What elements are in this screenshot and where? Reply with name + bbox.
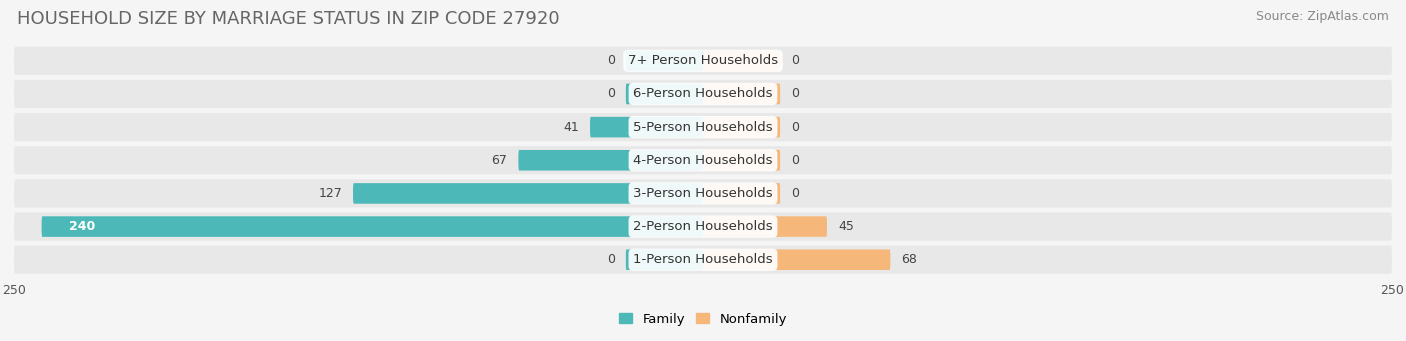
Text: 0: 0: [607, 87, 614, 101]
Text: 6-Person Households: 6-Person Households: [633, 87, 773, 101]
Text: 0: 0: [607, 253, 614, 266]
FancyBboxPatch shape: [353, 183, 703, 204]
FancyBboxPatch shape: [703, 150, 780, 170]
FancyBboxPatch shape: [14, 80, 1392, 108]
FancyBboxPatch shape: [14, 212, 1392, 241]
Text: 1-Person Households: 1-Person Households: [633, 253, 773, 266]
Text: 7+ Person Households: 7+ Person Households: [628, 54, 778, 67]
FancyBboxPatch shape: [626, 50, 703, 71]
Text: 4-Person Households: 4-Person Households: [633, 154, 773, 167]
Text: 240: 240: [69, 220, 96, 233]
FancyBboxPatch shape: [626, 84, 703, 104]
FancyBboxPatch shape: [14, 146, 1392, 174]
FancyBboxPatch shape: [703, 250, 890, 270]
Text: 67: 67: [492, 154, 508, 167]
FancyBboxPatch shape: [519, 150, 703, 170]
Text: 2-Person Households: 2-Person Households: [633, 220, 773, 233]
FancyBboxPatch shape: [14, 113, 1392, 141]
FancyBboxPatch shape: [42, 216, 703, 237]
Text: HOUSEHOLD SIZE BY MARRIAGE STATUS IN ZIP CODE 27920: HOUSEHOLD SIZE BY MARRIAGE STATUS IN ZIP…: [17, 10, 560, 28]
Text: 0: 0: [792, 54, 799, 67]
Text: 127: 127: [318, 187, 342, 200]
FancyBboxPatch shape: [14, 47, 1392, 75]
Text: 41: 41: [564, 121, 579, 134]
FancyBboxPatch shape: [14, 179, 1392, 208]
FancyBboxPatch shape: [703, 50, 780, 71]
FancyBboxPatch shape: [626, 250, 703, 270]
FancyBboxPatch shape: [703, 117, 780, 137]
FancyBboxPatch shape: [703, 216, 827, 237]
FancyBboxPatch shape: [703, 183, 780, 204]
Text: 0: 0: [792, 187, 799, 200]
Text: 0: 0: [792, 87, 799, 101]
Text: 0: 0: [792, 121, 799, 134]
Text: Source: ZipAtlas.com: Source: ZipAtlas.com: [1256, 10, 1389, 23]
Text: 45: 45: [838, 220, 853, 233]
Text: 5-Person Households: 5-Person Households: [633, 121, 773, 134]
Text: 68: 68: [901, 253, 917, 266]
Text: 0: 0: [792, 154, 799, 167]
FancyBboxPatch shape: [591, 117, 703, 137]
Text: 0: 0: [607, 54, 614, 67]
Legend: Family, Nonfamily: Family, Nonfamily: [619, 312, 787, 326]
FancyBboxPatch shape: [14, 246, 1392, 274]
Text: 3-Person Households: 3-Person Households: [633, 187, 773, 200]
FancyBboxPatch shape: [703, 84, 780, 104]
